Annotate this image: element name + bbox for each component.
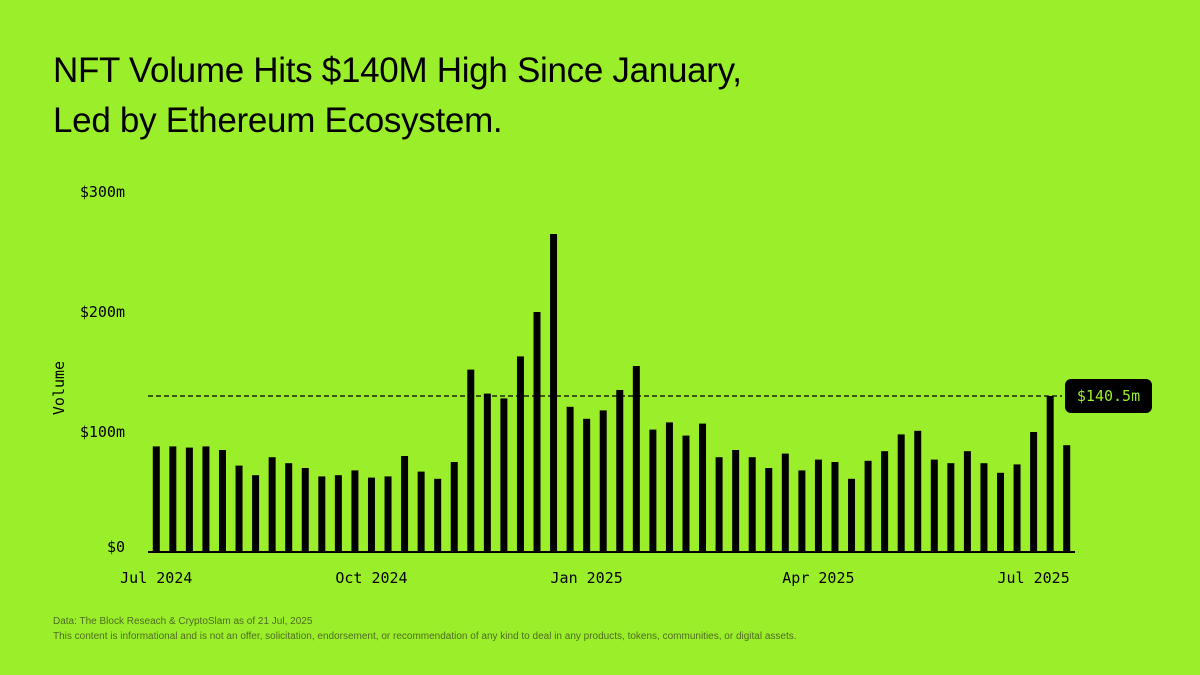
bar: [351, 470, 359, 552]
bar: [384, 476, 392, 552]
bar: [963, 451, 971, 552]
bar: [583, 418, 591, 552]
bar: [434, 478, 442, 552]
bar: [417, 471, 425, 552]
bar: [1063, 445, 1071, 552]
bar: [401, 456, 409, 552]
title-line-1: NFT Volume Hits $140M High Since January…: [53, 51, 742, 90]
bar: [881, 451, 889, 552]
reference-value-label: $140.5m: [1077, 387, 1140, 405]
bar: [1013, 464, 1021, 552]
bar: [798, 470, 806, 552]
bar: [781, 453, 789, 552]
bar: [500, 398, 508, 552]
bar: [997, 472, 1005, 552]
y-axis-label: Volume: [50, 361, 68, 415]
bar: [1030, 432, 1038, 552]
chart-title: NFT Volume Hits $140M High Since January…: [53, 46, 742, 146]
bar: [930, 459, 938, 552]
bar: [748, 457, 756, 552]
bar: [1046, 396, 1054, 552]
reference-callout: [1065, 379, 1152, 413]
bar: [169, 446, 177, 552]
footer: Data: The Block Reseach & CryptoSlam as …: [53, 614, 797, 644]
bar: [831, 462, 839, 552]
bar: [980, 463, 988, 552]
bar: [252, 475, 260, 552]
bar: [665, 422, 673, 552]
bar: [914, 430, 922, 552]
bar: [334, 475, 342, 552]
y-tick-label: $100m: [80, 423, 125, 441]
y-tick-label: $200m: [80, 303, 125, 321]
bar: [682, 435, 690, 552]
bar: [599, 410, 607, 552]
bar: [550, 234, 558, 552]
bar: [649, 429, 657, 552]
title-line-2: Led by Ethereum Ecosystem.: [53, 101, 503, 140]
bar: [765, 468, 773, 552]
x-tick-label: Apr 2025: [782, 569, 854, 587]
bar: [450, 462, 458, 552]
source-note: Data: The Block Reseach & CryptoSlam as …: [53, 616, 313, 627]
bar: [566, 406, 574, 552]
bar: [483, 393, 491, 552]
bar: [897, 434, 905, 552]
x-tick-label: Oct 2024: [335, 569, 407, 587]
bar: [268, 457, 276, 552]
disclaimer: This content is informational and is not…: [53, 631, 797, 642]
bar: [699, 423, 707, 552]
bar: [732, 450, 740, 552]
bar: [715, 457, 723, 552]
bar: [516, 356, 524, 552]
bar: [616, 390, 624, 552]
bar: [301, 468, 309, 552]
bar: [632, 366, 640, 552]
bar: [285, 463, 293, 552]
bar: [152, 446, 160, 552]
bar: [814, 459, 822, 552]
bar: [848, 478, 856, 552]
bar: [947, 463, 955, 552]
x-tick-label: Jul 2024: [120, 569, 192, 587]
x-tick-label: Jan 2025: [551, 569, 623, 587]
bar: [864, 460, 872, 552]
y-tick-label: $0: [107, 538, 125, 556]
bar: [367, 477, 375, 552]
bar: [218, 450, 226, 552]
bar: [318, 476, 326, 552]
bar: [533, 312, 541, 552]
bar: [185, 447, 193, 552]
bar: [202, 446, 210, 552]
x-tick-label: Jul 2025: [997, 569, 1069, 587]
bar: [467, 369, 475, 552]
y-tick-label: $300m: [80, 183, 125, 201]
bar: [235, 465, 243, 552]
